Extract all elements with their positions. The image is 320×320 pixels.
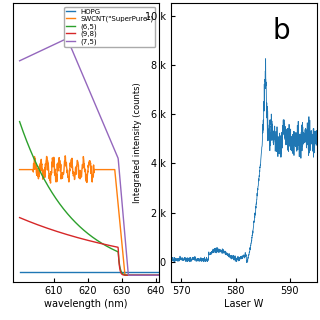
Y-axis label: Integrated intensity (counts): Integrated intensity (counts)	[133, 82, 142, 203]
(9,8)	[53, 229, 57, 233]
X-axis label: wavelength (nm): wavelength (nm)	[44, 299, 128, 309]
(7,5)	[42, 47, 46, 51]
(7,5)	[157, 273, 161, 277]
HOPG	[53, 270, 57, 274]
(9,8)	[157, 273, 161, 277]
(9,8)	[123, 273, 126, 277]
(6,5)	[18, 120, 21, 124]
(9,8)	[100, 242, 104, 246]
Line: SWCNT("SuperPure"): SWCNT("SuperPure")	[20, 156, 159, 275]
(6,5)	[157, 273, 161, 277]
HOPG	[100, 270, 104, 274]
(7,5)	[81, 73, 85, 77]
HOPG	[81, 270, 84, 274]
Line: (9,8): (9,8)	[20, 218, 159, 275]
(7,5)	[18, 59, 21, 63]
SWCNT("SuperPure")	[157, 273, 161, 277]
Line: (6,5): (6,5)	[20, 122, 159, 275]
(6,5)	[81, 227, 84, 231]
(9,8)	[42, 225, 46, 229]
(6,5)	[42, 177, 46, 181]
(7,5)	[53, 42, 57, 46]
(7,5)	[126, 273, 130, 277]
SWCNT("SuperPure")	[18, 168, 21, 172]
Legend: HOPG, SWCNT("SuperPure"), (6,5), (9,8), (7,5): HOPG, SWCNT("SuperPure"), (6,5), (9,8), …	[64, 7, 156, 47]
(7,5)	[111, 144, 115, 148]
SWCNT("SuperPure")	[123, 271, 127, 275]
(6,5)	[123, 273, 126, 276]
(7,5)	[100, 118, 104, 122]
HOPG	[111, 270, 115, 274]
X-axis label: Laser W: Laser W	[224, 299, 263, 309]
(6,5)	[53, 196, 57, 200]
SWCNT("SuperPure")	[100, 168, 104, 172]
HOPG	[123, 270, 126, 274]
(6,5)	[100, 241, 104, 245]
SWCNT("SuperPure")	[111, 168, 115, 172]
(6,5)	[111, 247, 115, 251]
SWCNT("SuperPure")	[53, 171, 57, 174]
(9,8)	[18, 216, 21, 220]
SWCNT("SuperPure")	[63, 154, 67, 158]
HOPG	[42, 270, 46, 274]
Text: b: b	[273, 17, 291, 45]
HOPG	[18, 270, 21, 274]
(9,8)	[111, 244, 115, 248]
Line: (7,5): (7,5)	[20, 38, 159, 275]
(7,5)	[65, 36, 69, 40]
(7,5)	[123, 232, 127, 236]
SWCNT("SuperPure")	[42, 174, 46, 178]
(9,8)	[81, 237, 84, 241]
SWCNT("SuperPure")	[81, 166, 85, 170]
HOPG	[157, 270, 161, 274]
SWCNT("SuperPure")	[123, 273, 127, 277]
